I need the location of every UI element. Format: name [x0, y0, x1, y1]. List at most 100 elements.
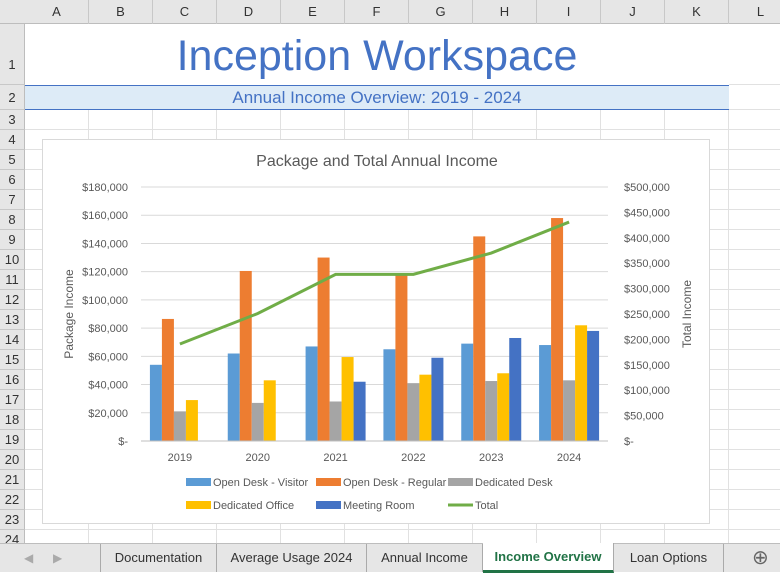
x-tick-label: 2019: [168, 452, 192, 464]
bar-meeting-room-2023: [509, 338, 521, 441]
y2-tick-label: $250,000: [624, 309, 670, 321]
legend-swatch-dedicated-office: [186, 501, 211, 509]
row-header-2[interactable]: 2: [0, 85, 25, 110]
column-header-c[interactable]: C: [153, 0, 217, 24]
column-header-k[interactable]: K: [665, 0, 729, 24]
y2-tick-label: $100,000: [624, 385, 670, 397]
legend-swatch-meeting-room: [316, 501, 341, 509]
legend-label: Dedicated Office: [213, 500, 294, 512]
x-tick-label: 2024: [557, 452, 581, 464]
bar-open-desk-regular-2024: [551, 218, 563, 441]
bar-dedicated-office-2022: [419, 375, 431, 441]
row-header-16[interactable]: 16: [0, 370, 25, 390]
row-header-1[interactable]: 1: [0, 24, 25, 85]
column-header-g[interactable]: G: [409, 0, 473, 24]
bar-dedicated-desk-2021: [330, 401, 342, 441]
tab-loan-options[interactable]: Loan Options: [614, 544, 724, 572]
gridline: [25, 129, 780, 130]
row-header-13[interactable]: 13: [0, 310, 25, 330]
column-header-l[interactable]: L: [729, 0, 780, 24]
bar-dedicated-desk-2024: [563, 380, 575, 441]
y-tick-label: $-: [118, 436, 128, 448]
y2-tick-label: $50,000: [624, 411, 664, 423]
column-header-d[interactable]: D: [217, 0, 281, 24]
legend-label: Open Desk - Visitor: [213, 477, 309, 489]
y-tick-label: $20,000: [88, 408, 128, 420]
row-header-21[interactable]: 21: [0, 470, 25, 490]
bar-open-desk-visitor-2022: [383, 349, 395, 441]
sheet-title: Inception Workspace: [25, 24, 729, 85]
income-chart[interactable]: Package and Total Annual Income$-$20,000…: [42, 139, 710, 524]
y2-tick-label: $500,000: [624, 182, 670, 194]
add-sheet-icon[interactable]: ⊕: [752, 544, 769, 572]
legend-swatch-dedicated-desk: [448, 478, 473, 486]
chart-svg: Package and Total Annual Income$-$20,000…: [43, 140, 711, 525]
row-header-18[interactable]: 18: [0, 410, 25, 430]
row-header-12[interactable]: 12: [0, 290, 25, 310]
bar-open-desk-visitor-2023: [461, 344, 473, 441]
row-header-19[interactable]: 19: [0, 430, 25, 450]
bar-open-desk-visitor-2024: [539, 345, 551, 441]
y2-tick-label: $150,000: [624, 360, 670, 372]
row-header-4[interactable]: 4: [0, 130, 25, 150]
tab-annual-income[interactable]: Annual Income: [367, 544, 483, 572]
bar-dedicated-office-2019: [186, 400, 198, 441]
bar-open-desk-visitor-2020: [228, 354, 240, 441]
row-header-22[interactable]: 22: [0, 490, 25, 510]
tab-documentation[interactable]: Documentation: [100, 544, 217, 572]
y-tick-label: $40,000: [88, 380, 128, 392]
bar-dedicated-office-2021: [342, 357, 354, 441]
bar-meeting-room-2021: [354, 382, 366, 441]
row-header-3[interactable]: 3: [0, 110, 25, 130]
row-header-20[interactable]: 20: [0, 450, 25, 470]
row-header-9[interactable]: 9: [0, 230, 25, 250]
row-header-14[interactable]: 14: [0, 330, 25, 350]
legend-swatch-open-desk-visitor: [186, 478, 211, 486]
column-header-e[interactable]: E: [281, 0, 345, 24]
bar-dedicated-office-2024: [575, 325, 587, 441]
y2-tick-label: $400,000: [624, 233, 670, 245]
column-header-j[interactable]: J: [601, 0, 665, 24]
column-header-f[interactable]: F: [345, 0, 409, 24]
y-axis-title: Package Income: [62, 269, 76, 359]
row-header-6[interactable]: 6: [0, 170, 25, 190]
bar-meeting-room-2022: [431, 358, 443, 441]
legend-label: Dedicated Desk: [475, 477, 553, 489]
bar-dedicated-desk-2023: [485, 381, 497, 441]
y-tick-label: $160,000: [82, 210, 128, 222]
column-header-a[interactable]: A: [25, 0, 89, 24]
row-header-15[interactable]: 15: [0, 350, 25, 370]
column-header-h[interactable]: H: [473, 0, 537, 24]
x-tick-label: 2022: [401, 452, 425, 464]
row-header-23[interactable]: 23: [0, 510, 25, 530]
row-header-11[interactable]: 11: [0, 270, 25, 290]
tab-income-overview[interactable]: Income Overview: [483, 543, 614, 573]
bar-open-desk-visitor-2021: [306, 346, 318, 441]
bar-dedicated-desk-2020: [252, 403, 264, 441]
column-header-i[interactable]: I: [537, 0, 601, 24]
bar-meeting-room-2024: [587, 331, 599, 441]
row-header-17[interactable]: 17: [0, 390, 25, 410]
row-header-10[interactable]: 10: [0, 250, 25, 270]
bar-dedicated-office-2020: [264, 380, 276, 441]
next-sheet-icon[interactable]: ▶: [53, 544, 62, 572]
bar-open-desk-regular-2023: [473, 236, 485, 441]
tab-average-usage-2024[interactable]: Average Usage 2024: [217, 544, 367, 572]
row-header-5[interactable]: 5: [0, 150, 25, 170]
y2-tick-label: $300,000: [624, 284, 670, 296]
y-tick-label: $140,000: [82, 238, 128, 250]
bar-open-desk-regular-2022: [395, 274, 407, 441]
x-tick-label: 2021: [323, 452, 347, 464]
column-header-b[interactable]: B: [89, 0, 153, 24]
bar-open-desk-regular-2021: [318, 258, 330, 441]
y-tick-label: $180,000: [82, 182, 128, 194]
y-tick-label: $60,000: [88, 351, 128, 363]
x-tick-label: 2020: [246, 452, 270, 464]
y2-tick-label: $450,000: [624, 207, 670, 219]
row-header-7[interactable]: 7: [0, 190, 25, 210]
bar-dedicated-office-2023: [497, 373, 509, 441]
row-header-8[interactable]: 8: [0, 210, 25, 230]
prev-sheet-icon[interactable]: ◀: [24, 544, 33, 572]
bar-open-desk-visitor-2019: [150, 365, 162, 441]
